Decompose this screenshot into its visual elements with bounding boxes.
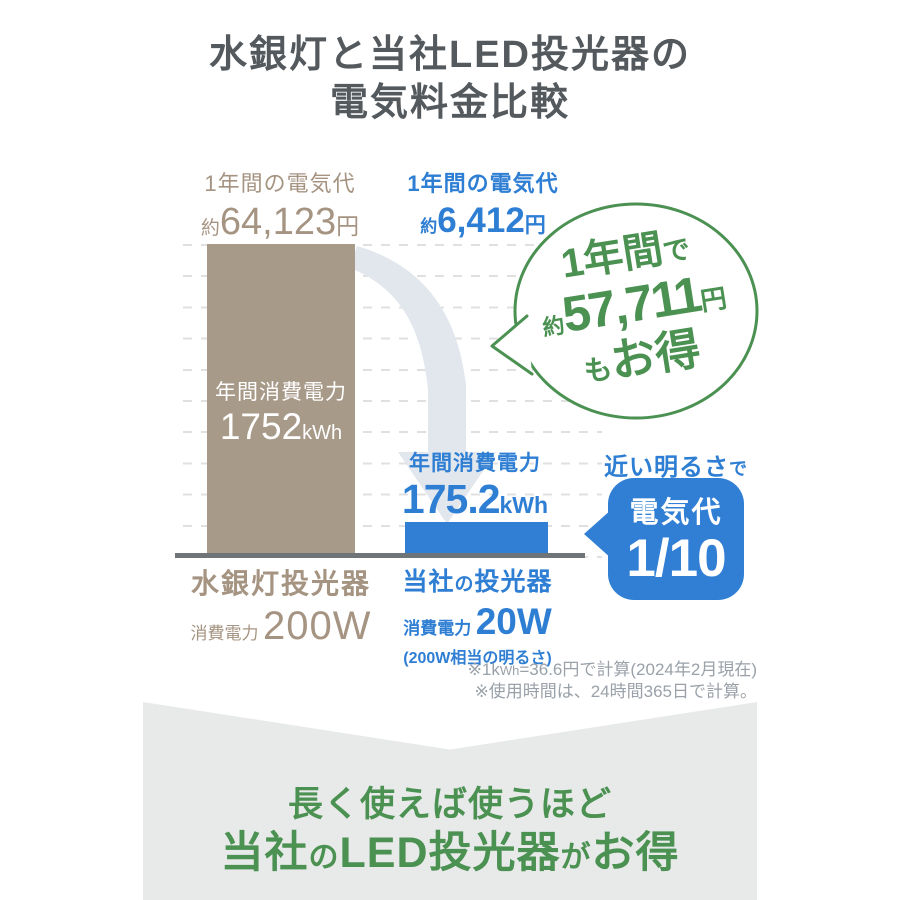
led-name-block: 当社の投光器 消費電力 20W (200W相当の明るさ) bbox=[385, 562, 570, 668]
mercury-bar-label: 年間消費電力 1752kWh bbox=[207, 376, 355, 449]
led-cost-label: 1年間の電気代 bbox=[407, 171, 559, 196]
savings-bubble-text: 1年間で 約57,711円 もお得 bbox=[509, 215, 762, 428]
mercury-annual-cost: 1年間の電気代 約64,123円 bbox=[150, 166, 410, 241]
ratio-caption-small: で bbox=[729, 459, 748, 479]
mercury-cost-unit: 円 bbox=[336, 213, 360, 239]
decrease-arrow-swoosh bbox=[350, 246, 496, 524]
led-cost-approx: 約 bbox=[420, 217, 438, 236]
led-power-value: 175.2 bbox=[401, 476, 501, 522]
bottom-line2-main: LED投光器 bbox=[339, 829, 561, 877]
ratio-badge: 電気代 1/10 bbox=[608, 478, 744, 600]
savings-bubble-shape bbox=[513, 202, 759, 420]
bottom-line2-particle-ga: が bbox=[560, 841, 592, 874]
mercury-cost-label: 1年間の電気代 bbox=[204, 171, 356, 196]
led-watt-line: 消費電力 20W bbox=[385, 601, 570, 643]
mercury-watt-value: 200W bbox=[262, 604, 372, 648]
title-line2: 電気料金比較 bbox=[329, 81, 570, 124]
bottom-line2-particle-no: の bbox=[308, 841, 340, 874]
mercury-bar: 年間消費電力 1752kWh bbox=[207, 244, 355, 556]
page-title: 水銀灯と当社LED投光器の 電気料金比較 bbox=[0, 32, 900, 128]
mercury-cost-value: 64,123 bbox=[219, 201, 337, 243]
led-name-pre: 当社 bbox=[402, 568, 455, 596]
led-power-unit: kWh bbox=[499, 492, 549, 518]
led-brightness-note: (200W相当の明るさ) bbox=[403, 650, 552, 667]
mercury-cost-value-line: 約64,123円 bbox=[150, 203, 410, 241]
ratio-badge-caption: 近い明るさで bbox=[596, 447, 756, 482]
led-annual-cost: 1年間の電気代 約6,412円 bbox=[392, 166, 574, 238]
mercury-power-value: 1752 bbox=[219, 406, 303, 447]
mercury-watt-label: 消費電力 bbox=[190, 624, 259, 643]
led-name-main: 投光器 bbox=[474, 568, 553, 596]
led-cost-value: 6,412 bbox=[437, 201, 525, 240]
mercury-power-value-line: 1752kWh bbox=[207, 406, 355, 449]
footnote-1: ※1kWh=36.6円で計算(2024年2月現在) bbox=[400, 659, 757, 681]
led-annual-power: 年間消費電力 175.2kWh bbox=[380, 447, 570, 522]
led-watt-value: 20W bbox=[475, 601, 552, 642]
mercury-name: 水銀灯投光器 bbox=[190, 568, 371, 599]
led-name: 当社の投光器 bbox=[385, 562, 570, 598]
footnote-2: ※使用時間は、24時間365日で計算。 bbox=[474, 682, 757, 702]
led-watt-label: 消費電力 bbox=[403, 619, 472, 638]
savings-line1-small: で bbox=[660, 233, 693, 268]
led-power-label: 年間消費電力 bbox=[409, 452, 541, 475]
led-power-value-line: 175.2kWh bbox=[380, 476, 570, 522]
ratio-caption-main: 近い明るさ bbox=[604, 454, 729, 481]
footnote-1-pre: ※1k bbox=[467, 660, 500, 679]
footnote-1-unit: Wh bbox=[499, 663, 520, 678]
led-bar bbox=[405, 522, 548, 556]
baseline-axis bbox=[175, 553, 585, 558]
ratio-badge-label: 電気代 bbox=[629, 497, 723, 529]
ratio-badge-tail bbox=[584, 509, 612, 559]
bottom-line2-suffix: お得 bbox=[591, 829, 680, 877]
bottom-line1: 長く使えば使うほど bbox=[287, 785, 612, 824]
led-cost-value-line: 約6,412円 bbox=[392, 203, 574, 238]
bottom-line2-pre: 当社 bbox=[220, 829, 309, 877]
mercury-watt-line: 消費電力 200W bbox=[152, 604, 410, 649]
savings-bubble-tail bbox=[490, 314, 534, 376]
footnote-1-rest: =36.6円で計算(2024年2月現在) bbox=[519, 660, 757, 679]
led-name-particle: の bbox=[454, 574, 475, 595]
ratio-badge-value: 1/10 bbox=[626, 529, 726, 588]
mercury-power-unit: kWh bbox=[302, 422, 343, 444]
title-line1: 水銀灯と当社LED投光器の bbox=[208, 34, 691, 76]
bottom-line2: 当社のLED投光器がお得 bbox=[143, 829, 757, 877]
mercury-name-block: 水銀灯投光器 消費電力 200W bbox=[152, 562, 410, 649]
mercury-power-label: 年間消費電力 bbox=[215, 381, 347, 404]
mercury-cost-approx: 約 bbox=[200, 218, 220, 239]
savings-unit: 円 bbox=[698, 282, 729, 317]
led-cost-unit: 円 bbox=[524, 214, 546, 237]
footnotes: ※1kWh=36.6円で計算(2024年2月現在) ※使用時間は、24時間365… bbox=[400, 659, 757, 704]
